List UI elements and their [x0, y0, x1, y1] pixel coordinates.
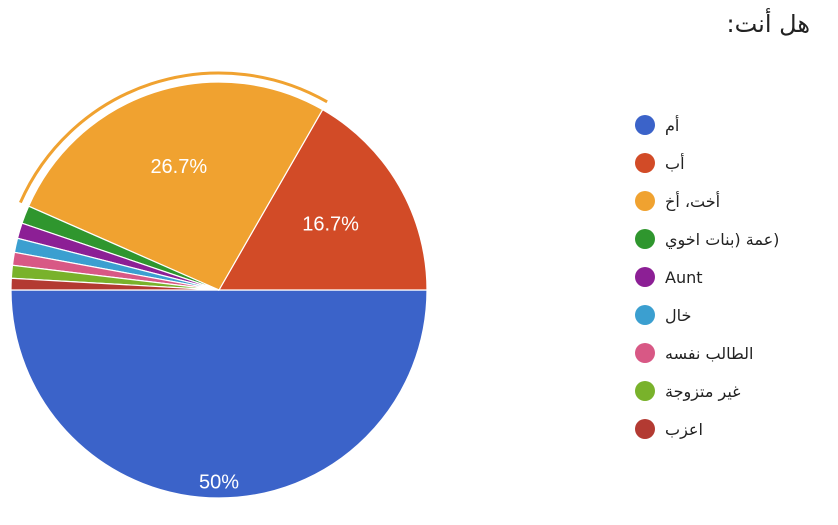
- legend: أم أب أخت، أخ (عمة (بنات اخوي Aunt خال الطالب …: [600, 106, 830, 448]
- legend-label: خال: [665, 305, 692, 325]
- legend-color-dot: [635, 305, 655, 325]
- pie-slice-labels: 50% 16.7% 26.7%: [150, 156, 359, 494]
- legend-color-dot: [635, 229, 655, 249]
- legend-label: (عمة (بنات اخوي: [665, 229, 780, 249]
- legend-item-2: أخت، أخ: [600, 182, 830, 220]
- legend-item-1: أب: [600, 144, 830, 182]
- legend-label: أم: [665, 115, 680, 135]
- pie-slice-0: [10, 289, 428, 499]
- slice-label-2: 26.7%: [150, 156, 207, 178]
- pie-slice-1: [217, 108, 428, 291]
- legend-label: أب: [665, 153, 685, 173]
- legend-label: Aunt: [665, 267, 703, 287]
- legend-item-0: أم: [600, 106, 830, 144]
- legend-item-4: Aunt: [600, 258, 830, 296]
- legend-label: الطالب نفسه: [665, 343, 754, 363]
- slice-label-0: 50%: [199, 472, 239, 494]
- legend-item-5: خال: [600, 296, 830, 334]
- slice-label-1: 16.7%: [302, 214, 359, 236]
- legend-label: غير متزوجة: [665, 381, 741, 401]
- pie-slice-8: [10, 277, 220, 291]
- legend-color-dot: [635, 419, 655, 439]
- legend-item-8: اعزب: [600, 410, 830, 448]
- legend-color-dot: [635, 381, 655, 401]
- legend-item-6: الطالب نفسه: [600, 334, 830, 372]
- legend-color-dot: [635, 153, 655, 173]
- legend-color-dot: [635, 267, 655, 287]
- legend-color-dot: [635, 343, 655, 363]
- legend-item-3: (عمة (بنات اخوي: [600, 220, 830, 258]
- highlight-arc: [19, 71, 328, 204]
- chart-title: هل أنت:: [726, 10, 810, 38]
- legend-color-dot: [635, 115, 655, 135]
- legend-item-7: غير متزوجة: [600, 372, 830, 410]
- pie-slices: [10, 81, 428, 499]
- legend-color-dot: [635, 191, 655, 211]
- legend-label: أخت، أخ: [665, 191, 721, 211]
- legend-label: اعزب: [665, 419, 703, 439]
